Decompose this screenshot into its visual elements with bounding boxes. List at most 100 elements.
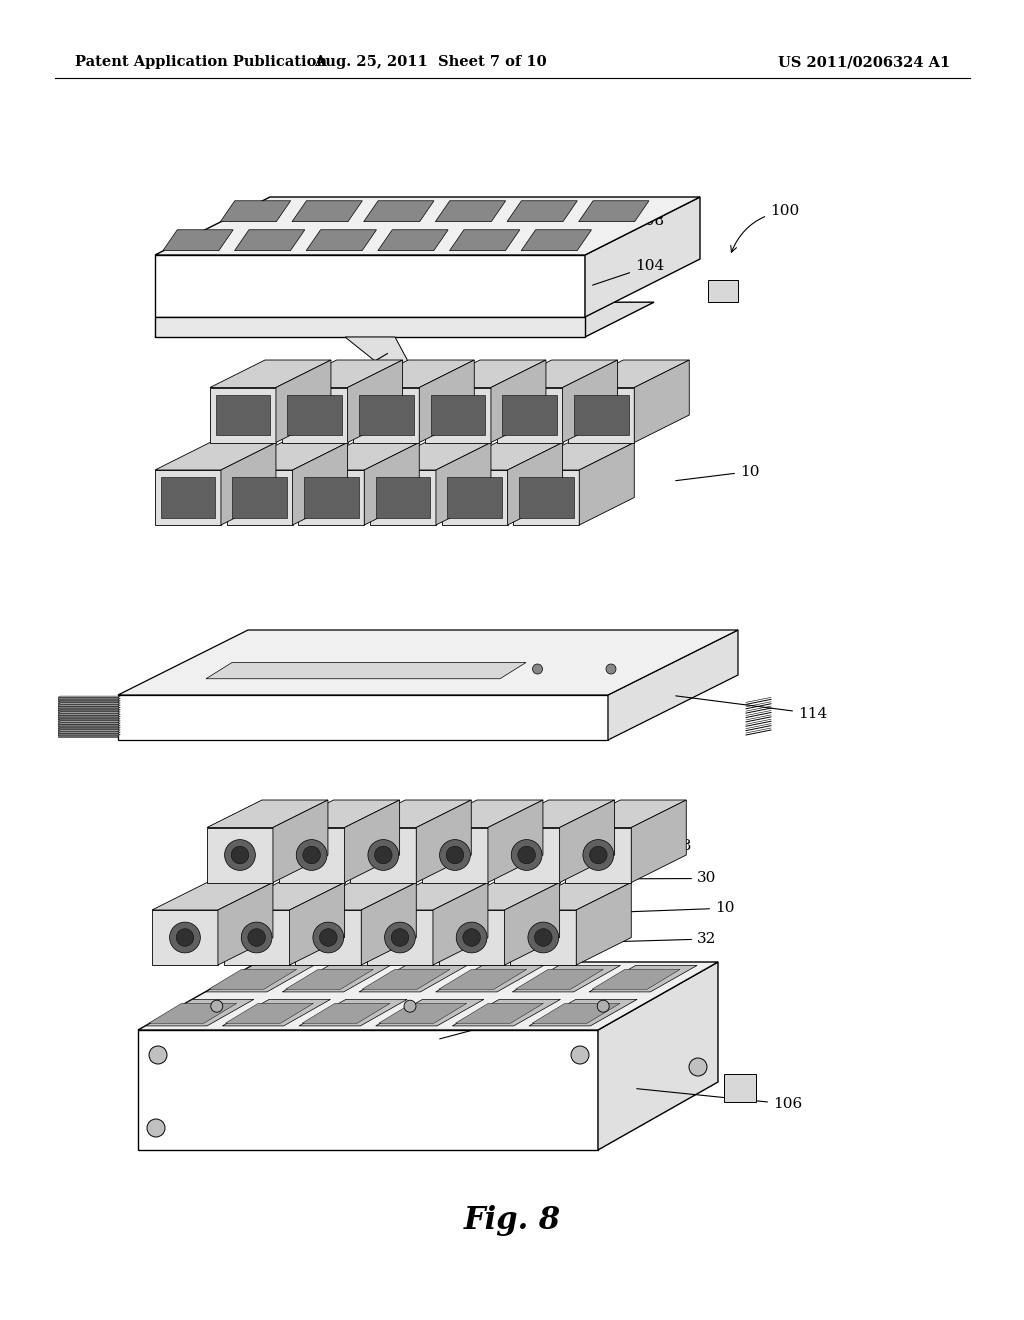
Polygon shape [417,800,471,883]
Polygon shape [425,388,490,442]
Polygon shape [279,828,345,883]
Text: 112: 112 [340,354,388,380]
Polygon shape [58,722,118,723]
Polygon shape [206,663,526,678]
Circle shape [170,923,201,953]
Polygon shape [298,470,365,525]
Circle shape [689,1059,707,1076]
Polygon shape [282,360,402,388]
Text: 118: 118 [360,652,473,672]
Polygon shape [221,442,275,525]
Polygon shape [293,442,347,525]
Polygon shape [515,969,603,989]
Polygon shape [306,230,377,251]
Polygon shape [510,883,631,909]
Polygon shape [379,1003,467,1023]
Circle shape [571,1045,589,1064]
Circle shape [150,1045,167,1064]
Polygon shape [367,883,487,909]
Circle shape [434,664,444,675]
Polygon shape [138,1030,598,1150]
Polygon shape [519,477,573,517]
Polygon shape [487,800,543,883]
Circle shape [313,923,344,953]
Polygon shape [216,395,270,436]
Polygon shape [353,360,474,388]
Circle shape [606,664,616,675]
Polygon shape [503,395,557,436]
Polygon shape [275,360,331,442]
Circle shape [535,929,552,946]
Polygon shape [497,388,562,442]
Polygon shape [223,883,345,909]
Polygon shape [370,442,490,470]
Text: 10: 10 [676,465,760,480]
Polygon shape [370,470,436,525]
Polygon shape [362,969,450,989]
Polygon shape [724,1074,756,1102]
Polygon shape [302,1003,390,1023]
Polygon shape [438,883,559,909]
Polygon shape [345,800,399,883]
Polygon shape [58,719,118,721]
Polygon shape [422,828,487,883]
Text: 104: 104 [593,259,665,285]
Polygon shape [155,197,700,255]
Polygon shape [422,800,543,828]
Polygon shape [367,909,433,965]
Polygon shape [58,700,118,701]
Polygon shape [118,630,738,696]
Polygon shape [559,800,614,883]
Polygon shape [361,883,417,965]
Polygon shape [634,360,689,442]
Polygon shape [58,713,118,714]
Polygon shape [152,909,218,965]
Polygon shape [425,360,546,388]
Polygon shape [210,388,275,442]
Polygon shape [364,201,434,222]
Polygon shape [225,1003,313,1023]
Polygon shape [58,733,118,735]
Text: 106: 106 [637,1089,802,1111]
Polygon shape [207,800,328,828]
Polygon shape [431,395,485,436]
Polygon shape [220,201,291,222]
Polygon shape [494,800,614,828]
Polygon shape [562,360,617,442]
Polygon shape [608,630,738,741]
Circle shape [404,1001,416,1012]
Circle shape [439,840,470,870]
Polygon shape [508,442,562,525]
Polygon shape [155,470,221,525]
Polygon shape [279,800,399,828]
Circle shape [518,846,536,863]
Circle shape [528,923,559,953]
Text: 32: 32 [496,932,717,946]
Text: Fig. 8: Fig. 8 [464,1204,560,1236]
Polygon shape [589,965,697,991]
Text: 110: 110 [407,977,528,1012]
Polygon shape [435,201,506,222]
Polygon shape [365,442,419,525]
Text: 100: 100 [731,205,800,252]
Text: 108: 108 [439,1012,528,1039]
Polygon shape [435,965,544,991]
Polygon shape [353,388,419,442]
Polygon shape [299,999,408,1026]
Polygon shape [58,729,118,730]
Polygon shape [532,1003,620,1023]
Polygon shape [378,230,449,251]
Polygon shape [118,696,608,741]
Polygon shape [438,969,526,989]
Polygon shape [350,828,417,883]
Polygon shape [298,442,419,470]
Circle shape [511,840,542,870]
Circle shape [446,846,464,863]
Polygon shape [145,999,254,1026]
Polygon shape [148,1003,237,1023]
Polygon shape [161,477,215,517]
Polygon shape [58,704,118,705]
Polygon shape [304,477,358,517]
Polygon shape [283,965,390,991]
Polygon shape [58,706,118,708]
